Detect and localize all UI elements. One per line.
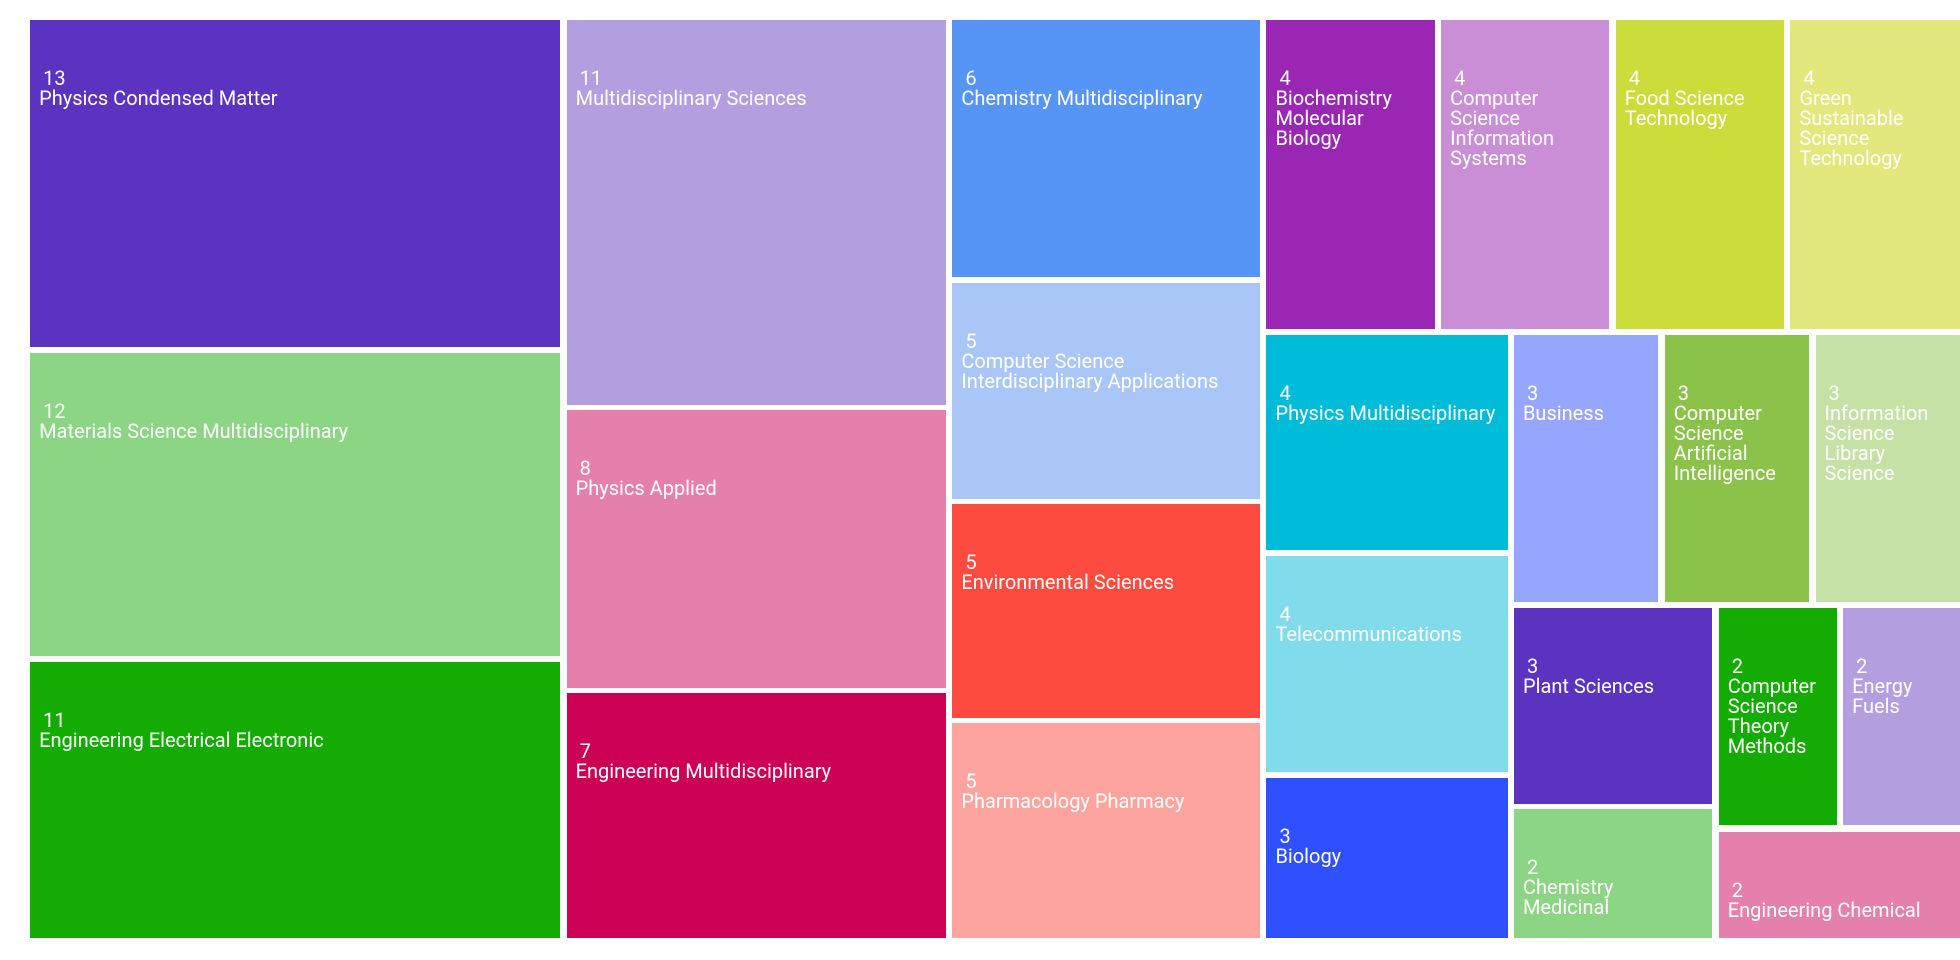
category-label: Energy Fuels [1852,674,1913,719]
value-label: 12 [43,398,66,423]
value-label: 5 [965,549,977,574]
value-label: 8 [579,456,591,481]
category-label: Environmental Sciences [961,569,1175,594]
treemap-cell: 11 Engineering Electrical Electronic [30,662,561,938]
value-label: 4 [1628,65,1640,90]
treemap-cell: 5 Pharmacology Pharmacy [952,723,1261,938]
value-label: 3 [1279,823,1291,848]
value-label: 3 [1677,381,1689,406]
value-label: 4 [1279,381,1291,406]
value-label: 3 [1828,381,1840,406]
value-label: 2 [1526,855,1539,880]
value-label: 4 [1279,602,1291,627]
category-label: Physics Applied [575,476,717,501]
treemap-cell: 4 Green Sustainable Science Technology [1790,19,1960,330]
value-label: 2 [1856,654,1868,679]
treemap-cell: 3 Information Science Library Science [1815,335,1960,603]
category-label: Physics Multidisciplinary [1275,401,1496,426]
category-label: Multidisciplinary Sciences [575,85,807,110]
category-label: Food Science Technology [1624,85,1745,130]
category-label: Information Science Library Science [1824,401,1929,486]
value-label: 6 [965,65,977,90]
value-label: 13 [43,65,66,90]
value-label: 4 [1279,65,1291,90]
value-label: 5 [965,329,977,353]
treemap-cell: 4 Biochemistry Molecular Biology [1266,19,1435,330]
category-label: Chemistry Medicinal [1522,875,1614,920]
treemap-cell: 13 Physics Condensed Matter [30,19,561,347]
category-label: Engineering Electrical Electronic [39,728,324,753]
value-label: 7 [579,739,591,764]
treemap-cell: 4 Telecommunications [1266,556,1508,772]
category-label: Computer Science Artificial Intelligence [1673,401,1776,486]
category-label: Green Sustainable Science Technology [1799,85,1904,170]
value-label: 4 [1454,65,1466,90]
treemap-cell: 6 Chemistry Multidisciplinary [952,19,1261,277]
category-label: Business [1522,401,1604,426]
category-label: Materials Science Multidisciplinary [39,418,349,443]
treemap-cell: 3 Biology [1266,777,1508,938]
category-label: Chemistry Multidisciplinary [961,85,1203,110]
category-label: Engineering Multidisciplinary [575,759,832,784]
treemap-cell: 12 Materials Science Multidisciplinary [30,352,561,656]
treemap-cell: 4 Physics Multidisciplinary [1266,335,1508,550]
value-label: 2 [1731,654,1744,679]
value-label: 11 [579,65,603,90]
category-label: Computer Science Information Systems [1450,85,1554,170]
category-label: Plant Sciences [1522,674,1655,699]
treemap-cell: 5 Computer Science Interdisciplinary Appl… [952,283,1261,499]
treemap-cell: 2 Computer Science Theory Methods [1718,608,1837,826]
category-label: Physics Condensed Matter [39,85,278,110]
treemap-cell: 2 Energy Fuels [1843,608,1960,826]
value-label: 5 [965,769,977,794]
treemap-cell: 3 Business [1513,335,1659,603]
treemap-cell: 3 Plant Sciences [1513,608,1713,805]
value-label: 2 [1731,877,1744,902]
treemap-cell: 3 Computer Science Artificial Intelligenc… [1664,335,1810,603]
category-label: Biology [1275,843,1342,868]
treemap-cell: 4 Computer Science Information Systems [1441,19,1610,330]
treemap-cell: 8 Physics Applied [566,410,947,689]
treemap-cell: 7 Engineering Multidisciplinary [566,693,947,938]
category-label: Engineering Chemical [1727,897,1921,922]
treemap-cell: 11 Multidisciplinary Sciences [566,19,947,406]
value-label: 3 [1526,654,1539,679]
treemap-cell: 5 Environmental Sciences [952,503,1261,719]
category-label: Telecommunications [1275,622,1462,647]
category-label: Computer Science Theory Methods [1727,674,1816,759]
category-label: Pharmacology Pharmacy [961,789,1185,814]
value-label: 4 [1803,65,1815,90]
category-label: Biochemistry Molecular Biology [1275,85,1392,150]
category-label: Computer Science Interdisciplinary Appli… [961,349,1219,393]
value-label: 3 [1526,381,1539,406]
value-label: 11 [43,708,66,733]
treemap-cell: 4 Food Science Technology [1615,19,1785,330]
treemap-cell: 2 Chemistry Medicinal [1513,809,1713,938]
treemap-cell: 2 Engineering Chemical [1718,831,1960,938]
